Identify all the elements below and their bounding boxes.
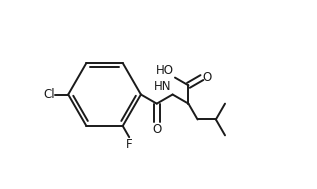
Text: F: F bbox=[126, 138, 133, 151]
Text: HO: HO bbox=[156, 64, 174, 77]
Text: HN: HN bbox=[154, 80, 171, 93]
Text: O: O bbox=[203, 71, 212, 84]
Text: Cl: Cl bbox=[43, 88, 55, 101]
Text: O: O bbox=[152, 123, 161, 136]
